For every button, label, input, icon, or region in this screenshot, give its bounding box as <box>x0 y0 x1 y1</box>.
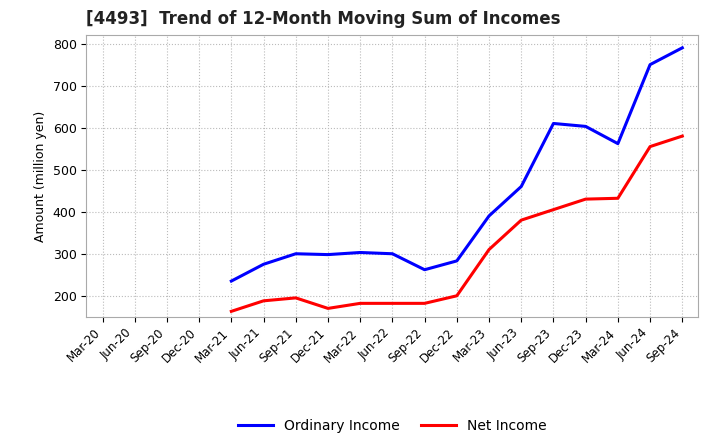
Ordinary Income <box>581 124 590 129</box>
Net Income <box>292 295 300 301</box>
Ordinary Income <box>259 262 268 267</box>
Line: Ordinary Income: Ordinary Income <box>231 48 683 281</box>
Net Income <box>324 306 333 311</box>
Ordinary Income <box>517 184 526 189</box>
Net Income <box>388 301 397 306</box>
Net Income <box>356 301 364 306</box>
Ordinary Income <box>324 252 333 257</box>
Net Income <box>452 293 461 298</box>
Ordinary Income <box>292 251 300 257</box>
Line: Net Income: Net Income <box>231 136 683 312</box>
Net Income <box>678 133 687 139</box>
Ordinary Income <box>485 213 493 219</box>
Net Income <box>517 217 526 223</box>
Ordinary Income <box>549 121 558 126</box>
Ordinary Income <box>227 279 235 284</box>
Ordinary Income <box>420 267 429 272</box>
Text: [4493]  Trend of 12-Month Moving Sum of Incomes: [4493] Trend of 12-Month Moving Sum of I… <box>86 10 561 28</box>
Ordinary Income <box>356 250 364 255</box>
Ordinary Income <box>678 45 687 51</box>
Net Income <box>549 207 558 212</box>
Net Income <box>420 301 429 306</box>
Ordinary Income <box>388 251 397 257</box>
Net Income <box>485 247 493 252</box>
Ordinary Income <box>646 62 654 67</box>
Ordinary Income <box>452 258 461 264</box>
Net Income <box>581 197 590 202</box>
Net Income <box>646 144 654 149</box>
Net Income <box>613 196 622 201</box>
Net Income <box>259 298 268 304</box>
Ordinary Income <box>613 141 622 146</box>
Y-axis label: Amount (million yen): Amount (million yen) <box>34 110 47 242</box>
Net Income <box>227 309 235 314</box>
Legend: Ordinary Income, Net Income: Ordinary Income, Net Income <box>233 414 552 439</box>
